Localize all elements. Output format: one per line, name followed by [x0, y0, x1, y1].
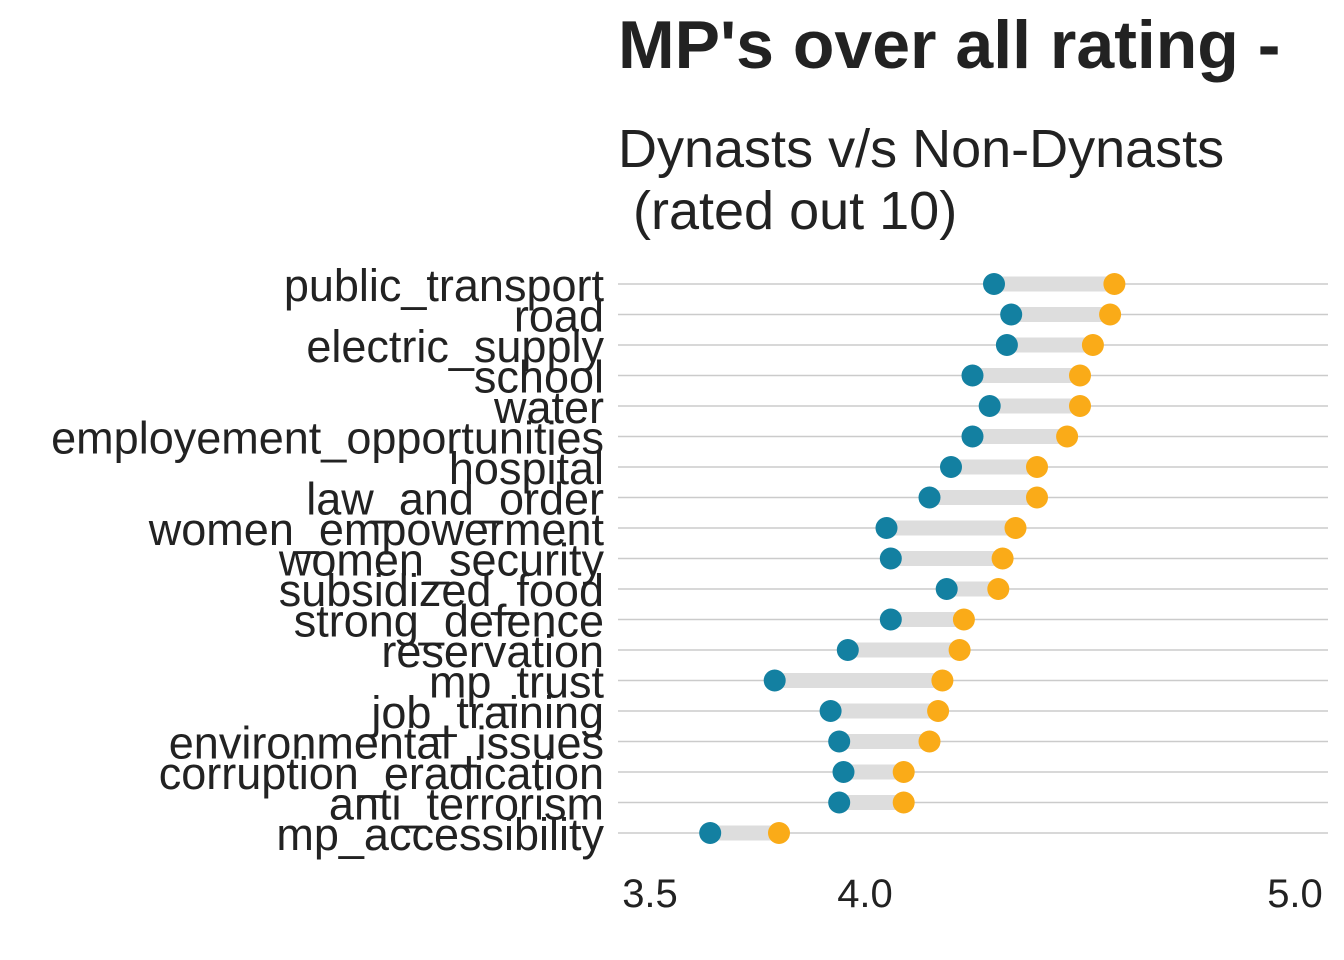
series-b-point: [1099, 303, 1122, 326]
series-a-point: [828, 791, 851, 814]
series-a-point: [819, 700, 842, 722]
x-tick-label: 4.0: [837, 872, 893, 916]
category-label: job_training: [369, 687, 604, 738]
category-label: corruption_eradication: [159, 748, 604, 799]
category-label: law_and_order: [306, 474, 604, 525]
series-a-point: [961, 364, 984, 387]
x-tick-layer: 3.5 4.0 5.0: [622, 872, 1323, 916]
series-a-point: [978, 395, 1001, 417]
category-label: reservation: [381, 626, 604, 677]
series-b-point: [1069, 395, 1091, 417]
series-a-point: [918, 486, 941, 509]
series-a-point: [940, 456, 962, 478]
category-label: mp_trust: [429, 657, 605, 708]
series-b-point: [1056, 425, 1079, 448]
series-b-point: [768, 822, 790, 844]
series-a-point: [875, 517, 898, 539]
series-a-point: [763, 669, 786, 692]
series-b-point: [1026, 456, 1048, 478]
series-b-point: [1026, 486, 1048, 509]
category-label: environmental_issues: [169, 718, 604, 769]
series-b-point: [892, 791, 915, 814]
chart-title: MP's over all rating -: [618, 7, 1280, 83]
series-a-point: [1000, 303, 1023, 326]
series-a-point: [961, 425, 984, 448]
series-b-point: [948, 639, 971, 661]
series-a-point: [832, 761, 855, 783]
category-label: women_security: [278, 535, 605, 586]
series-a-point: [699, 822, 722, 844]
x-tick-label: 5.0: [1267, 872, 1323, 916]
category-label: school: [474, 352, 604, 403]
grid-layer: [618, 283, 1328, 834]
series-b-point: [1069, 364, 1091, 387]
category-label: women_empowerment: [148, 504, 605, 555]
category-label: strong_defence: [294, 596, 604, 647]
category-label: electric_supply: [306, 321, 604, 372]
series-b-point: [927, 700, 950, 722]
category-label: employement_opportunities: [51, 413, 604, 464]
series-a-point: [879, 547, 902, 570]
series-b-point: [892, 761, 915, 783]
chart-subtitle-line2: (rated out 10): [618, 181, 957, 241]
category-label: water: [493, 382, 604, 433]
series-b-point: [1103, 273, 1126, 295]
category-label: hospital: [449, 443, 604, 494]
connector-layer: [710, 276, 1115, 841]
series-a-point: [995, 334, 1018, 356]
series-b-point: [991, 547, 1014, 570]
series-b-point: [987, 578, 1010, 600]
series-a-point: [828, 730, 851, 753]
series-b-point: [918, 730, 941, 753]
chart-subtitle-line1: Dynasts v/s Non-Dynasts: [618, 119, 1224, 179]
category-label: mp_accessibility: [276, 809, 604, 860]
x-tick-label: 3.5: [622, 872, 678, 916]
category-label: public_transport: [284, 260, 605, 311]
series-b-point: [952, 608, 975, 631]
category-label-layer: public_transportroadelectric_supplyschoo…: [51, 260, 604, 860]
category-label: road: [514, 291, 604, 342]
series-a-point: [836, 639, 859, 661]
category-label: subsidized_food: [279, 565, 604, 616]
series-b-point: [1081, 334, 1104, 356]
series-b-point: [931, 669, 954, 692]
series-a-point: [935, 578, 958, 600]
series-a-point: [879, 608, 902, 631]
series-b-point: [1004, 517, 1027, 539]
series-a-point: [983, 273, 1005, 295]
category-label: anti_terrorism: [329, 779, 604, 830]
point-layer: [699, 273, 1126, 844]
